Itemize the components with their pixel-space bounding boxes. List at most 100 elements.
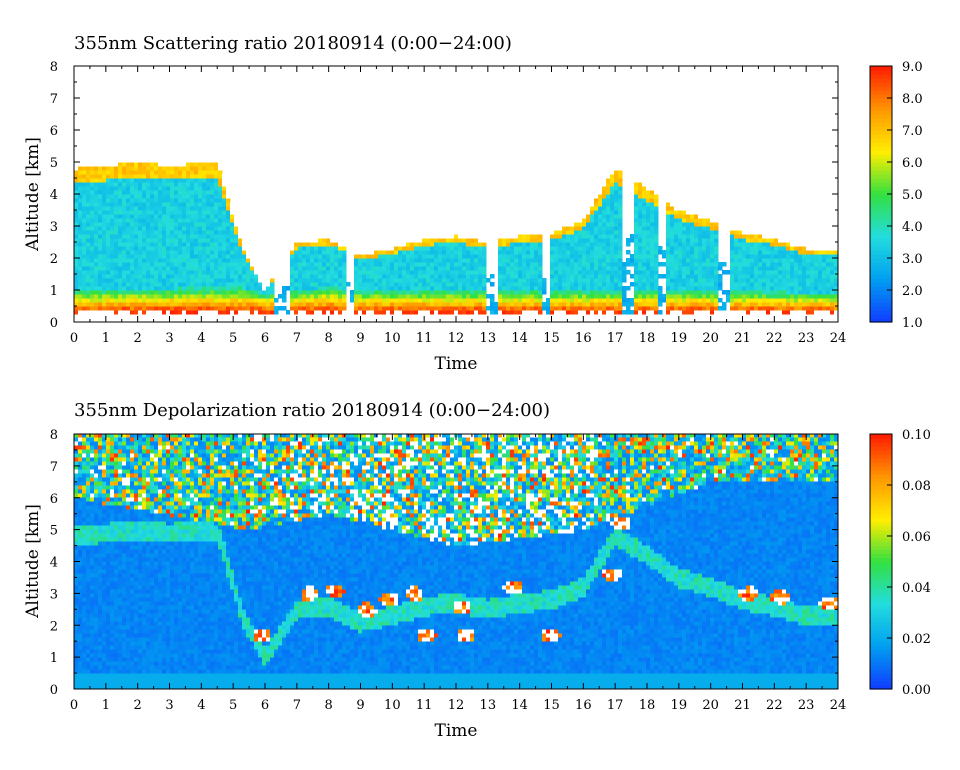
heatmap-cell — [226, 246, 231, 251]
heatmap-cell — [566, 218, 571, 223]
heatmap-cell — [438, 266, 443, 271]
heatmap-cell — [538, 270, 543, 275]
heatmap-cell — [90, 218, 95, 223]
heatmap-cell — [810, 282, 815, 287]
heatmap-cell — [558, 222, 563, 227]
heatmap-cell — [126, 210, 131, 215]
heatmap-cell — [338, 298, 343, 303]
heatmap-cell — [290, 270, 295, 275]
heatmap-cell — [614, 246, 619, 251]
heatmap-cell — [618, 286, 623, 291]
heatmap-cell — [158, 290, 163, 295]
heatmap-cell — [678, 290, 683, 295]
heatmap-cell — [102, 258, 107, 263]
heatmap-cell — [606, 250, 611, 255]
heatmap-cell — [502, 286, 507, 291]
heatmap-cell — [186, 190, 191, 195]
heatmap-cell — [370, 254, 375, 259]
heatmap-cell — [190, 310, 195, 315]
heatmap-cell — [706, 230, 711, 235]
heatmap-cell — [358, 254, 363, 259]
heatmap-cell — [454, 226, 459, 231]
heatmap-cell — [462, 294, 467, 299]
heatmap-cell — [134, 290, 139, 295]
heatmap-cell — [646, 278, 651, 283]
heatmap-cell — [290, 258, 295, 263]
heatmap-cell — [806, 278, 811, 283]
heatmap-cell — [302, 266, 307, 271]
heatmap-cell — [738, 258, 743, 263]
heatmap-cell — [206, 286, 211, 291]
heatmap-cell — [290, 306, 295, 311]
colorbar-segment — [870, 90, 892, 95]
heatmap-cell — [614, 254, 619, 259]
heatmap-cell — [310, 302, 315, 307]
heatmap-cell — [206, 226, 211, 231]
heatmap-cell — [98, 198, 103, 203]
heatmap-cell — [182, 226, 187, 231]
heatmap-cell — [182, 246, 187, 251]
heatmap-cell — [818, 306, 823, 311]
heatmap-cell — [506, 266, 511, 271]
heatmap-cell — [578, 290, 583, 295]
heatmap-cell — [174, 282, 179, 287]
heatmap-cell — [98, 286, 103, 291]
heatmap-cell — [834, 310, 838, 315]
heatmap-cell — [178, 274, 183, 279]
heatmap-cell — [830, 262, 835, 267]
heatmap-cell — [682, 298, 687, 303]
heatmap-cell — [510, 238, 515, 243]
heatmap-cell — [322, 302, 327, 307]
heatmap-cell — [94, 282, 99, 287]
heatmap-cell — [326, 306, 331, 311]
heatmap-cell — [162, 158, 167, 163]
heatmap-cell — [734, 218, 739, 223]
heatmap-cell — [126, 294, 131, 299]
heatmap-cell — [194, 198, 199, 203]
heatmap-cell — [150, 166, 155, 171]
heatmap-cell — [634, 182, 639, 187]
heatmap-cell — [186, 170, 191, 175]
heatmap-cell — [634, 266, 639, 271]
heatmap-cell — [166, 214, 171, 219]
heatmap-cell — [158, 258, 163, 263]
heatmap-cell — [218, 190, 223, 195]
heatmap-cell — [482, 274, 487, 279]
heatmap-cell — [170, 258, 175, 263]
heatmap-cell — [474, 262, 479, 267]
heatmap-cell — [158, 254, 163, 259]
heatmap-cell — [102, 294, 107, 299]
heatmap-cell — [374, 262, 379, 267]
heatmap-cell — [802, 306, 807, 311]
heatmap-cell — [642, 214, 647, 219]
heatmap-cell — [354, 246, 359, 251]
heatmap-cell — [462, 266, 467, 271]
heatmap-cell — [438, 286, 443, 291]
heatmap-cell — [146, 202, 151, 207]
colorbar-segment — [870, 302, 892, 307]
heatmap-cell — [214, 250, 219, 255]
heatmap-cell — [702, 206, 707, 211]
heatmap-cell — [82, 238, 87, 243]
heatmap-cell — [810, 274, 815, 279]
heatmap-cell — [494, 302, 499, 307]
heatmap-cell — [74, 186, 79, 191]
heatmap-cell — [86, 294, 91, 299]
heatmap-cell — [110, 250, 115, 255]
heatmap-cell — [106, 222, 111, 227]
heatmap-cell — [586, 306, 591, 311]
heatmap-cell — [78, 302, 83, 307]
heatmap-cell — [250, 258, 255, 263]
heatmap-cell — [378, 242, 383, 247]
heatmap-cell — [126, 290, 131, 295]
heatmap-cell — [754, 294, 759, 299]
heatmap-cell — [370, 278, 375, 283]
heatmap-cell — [410, 238, 415, 243]
heatmap-cell — [198, 150, 203, 155]
heatmap-cell — [794, 282, 799, 287]
heatmap-cell — [438, 274, 443, 279]
heatmap-cell — [370, 246, 375, 251]
heatmap-cell — [602, 278, 607, 283]
heatmap-cell — [374, 250, 379, 255]
heatmap-cell — [138, 182, 143, 187]
